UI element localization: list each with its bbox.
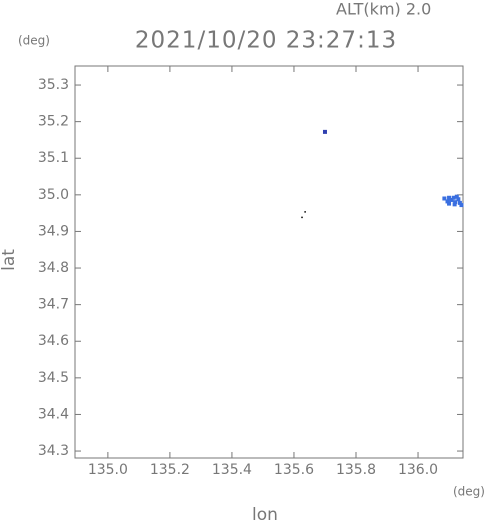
data-point xyxy=(301,216,303,219)
y-tick-label: 35.0 xyxy=(38,187,69,203)
x-tick-label: 135.8 xyxy=(336,462,376,478)
data-point xyxy=(304,211,306,213)
y-tick-label: 34.8 xyxy=(38,260,69,276)
y-tick-label: 35.2 xyxy=(38,114,69,130)
plot-frame xyxy=(74,65,464,459)
data-point xyxy=(451,195,456,200)
y-tick-label: 34.9 xyxy=(38,223,69,239)
data-point xyxy=(447,195,452,200)
y-tick-label: 34.5 xyxy=(38,370,69,386)
x-tick-label: 135.6 xyxy=(274,462,314,478)
data-point xyxy=(457,200,462,205)
y-tick-label: 34.6 xyxy=(38,333,69,349)
x-axis-label: lon xyxy=(252,505,278,521)
data-point xyxy=(322,129,327,134)
y-tick-label: 35.1 xyxy=(38,150,69,166)
data-point xyxy=(456,197,461,202)
y-tick-label: 34.3 xyxy=(38,443,69,459)
y-tick-label: 34.7 xyxy=(38,297,69,313)
y-axis-label: lat xyxy=(0,249,19,271)
data-point xyxy=(459,203,464,208)
data-point xyxy=(454,194,459,199)
y-unit: (deg) xyxy=(18,34,50,48)
data-point xyxy=(452,202,457,207)
data-point xyxy=(447,201,452,206)
data-point xyxy=(449,197,454,202)
x-tick-label: 135.2 xyxy=(150,462,190,478)
x-unit: (deg) xyxy=(453,485,485,499)
y-tick-label: 35.3 xyxy=(38,77,69,93)
data-point xyxy=(453,200,458,205)
x-tick-label: 135.4 xyxy=(212,462,252,478)
data-point xyxy=(445,199,450,204)
x-tick-label: 135.0 xyxy=(88,462,128,478)
y-tick-label: 34.4 xyxy=(38,406,69,422)
data-point xyxy=(442,196,447,201)
x-tick-label: 136.0 xyxy=(398,462,438,478)
altitude-label: ALT(km) 2.0 xyxy=(336,0,431,19)
chart-title: 2021/10/20 23:27:13 xyxy=(135,28,397,54)
